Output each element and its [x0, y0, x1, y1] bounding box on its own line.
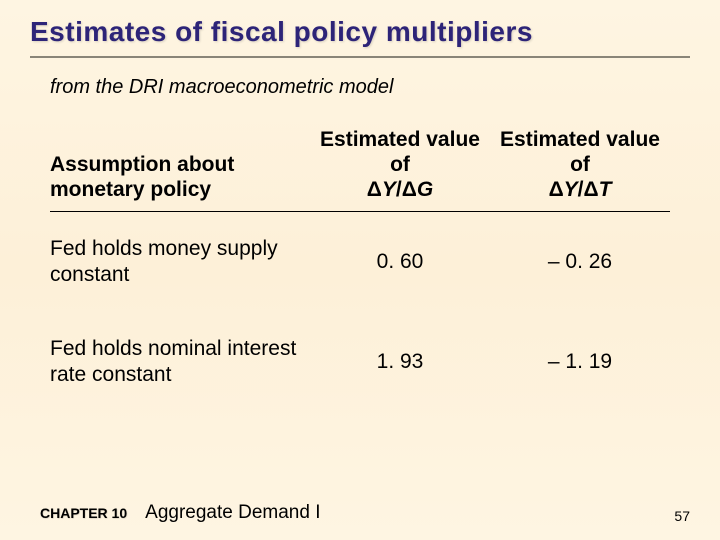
table-header-row: Assumption about monetary policy Estimat…	[50, 127, 670, 212]
header-col1-label: Estimated value of	[320, 128, 480, 176]
row-assumption: Fed holds money supply constant	[50, 236, 310, 289]
row-assumption: Fed holds nominal interest rate constant	[50, 336, 310, 389]
chapter-title: Aggregate Demand I	[145, 502, 320, 524]
ratio-dy-dt: ΔY/ΔT	[549, 178, 612, 201]
row-value-dy-dt: – 1. 19	[490, 350, 670, 374]
ratio-dy-dg: ΔY/ΔG	[367, 178, 433, 201]
row-value-dy-dg: 0. 60	[310, 250, 490, 274]
slide: Estimates of fiscal policy multipliers f…	[0, 0, 720, 540]
row-value-dy-dt: – 0. 26	[490, 250, 670, 274]
subtitle: from the DRI macroeconometric model	[50, 76, 690, 99]
multipliers-table: Assumption about monetary policy Estimat…	[50, 127, 670, 413]
page-number: 57	[674, 508, 690, 524]
title-underline	[30, 56, 690, 58]
table-row: Fed holds nominal interest rate constant…	[50, 312, 670, 413]
row-value-dy-dg: 1. 93	[310, 350, 490, 374]
table-row: Fed holds money supply constant 0. 60 – …	[50, 212, 670, 313]
header-assumption: Assumption about monetary policy	[50, 152, 310, 202]
chapter-label: CHAPTER 10	[40, 505, 127, 521]
footer: CHAPTER 10 Aggregate Demand I 57	[40, 502, 690, 524]
header-col2-label: Estimated value of	[500, 128, 660, 176]
header-col-dy-dg: Estimated value of ΔY/ΔG	[310, 127, 490, 203]
header-col-dy-dt: Estimated value of ΔY/ΔT	[490, 127, 670, 203]
slide-title: Estimates of fiscal policy multipliers	[30, 16, 690, 48]
